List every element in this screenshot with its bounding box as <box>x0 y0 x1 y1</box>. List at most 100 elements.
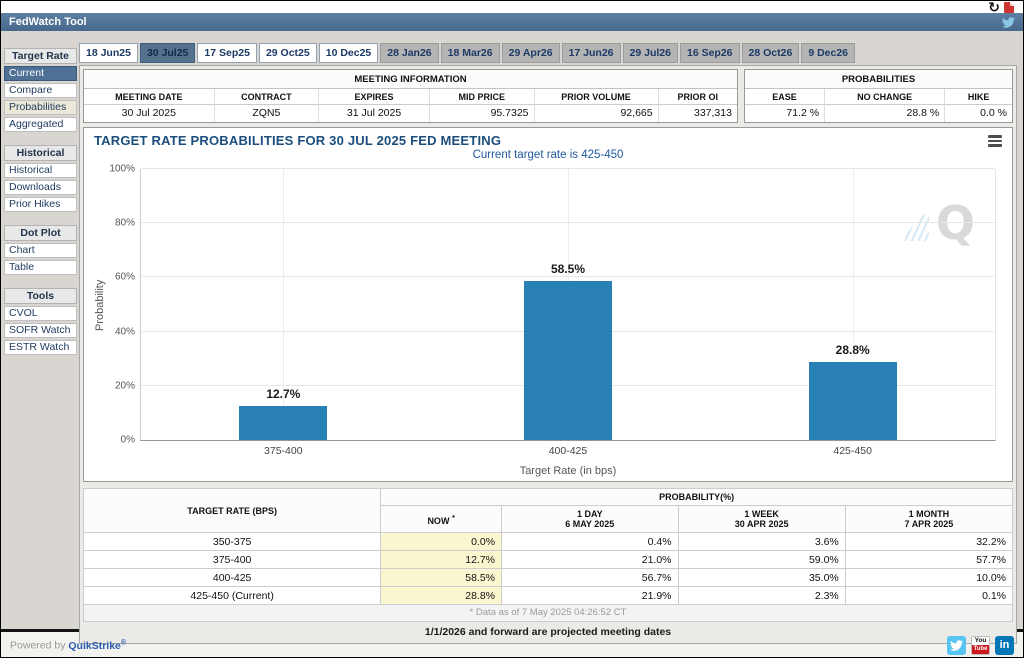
bar-value-label-425-450: 28.8% <box>835 342 870 357</box>
prob-header-1: NO CHANGE <box>825 89 946 105</box>
sidebar-item-aggregated[interactable]: Aggregated <box>4 117 77 132</box>
meeting-info-values: 30 Jul 2025 ZQN5 31 Jul 2025 95.7325 92,665 3… <box>84 105 737 122</box>
value-400-425-1: 58.5% <box>380 568 503 587</box>
meeting-info-headers: MEETING DATE CONTRACT EXPIRES MID PRICE PRIO… <box>84 89 737 105</box>
sidebar-item-prior-hikes[interactable]: Prior Hikes <box>4 197 77 212</box>
y-tick-60: 60% <box>114 271 135 283</box>
gridline-100 <box>141 168 995 169</box>
tab-30-jul25[interactable]: 30 Jul25 <box>139 43 196 63</box>
y-tick-80: 80% <box>114 217 135 229</box>
sidebar-item-sofr-watch[interactable]: SOFR Watch <box>4 323 77 338</box>
powered-by-text: Powered by <box>10 639 66 652</box>
linkedin-icon[interactable]: in <box>995 636 1014 655</box>
title-bar: FedWatch Tool <box>1 13 1023 31</box>
probability-group-header: PROBABILITY(%) <box>380 488 1013 506</box>
chart-title: TARGET RATE PROBABILITIES FOR 30 JUL 202… <box>94 133 502 148</box>
tab-29-jul26[interactable]: 29 Jul26 <box>622 43 678 63</box>
sidebar-item-current[interactable]: Current <box>4 66 77 81</box>
sidebar-header-tools: Tools <box>4 288 77 304</box>
twitter-icon[interactable] <box>1002 16 1015 29</box>
value-425-450-current-2: 21.9% <box>501 586 679 605</box>
refresh-icon[interactable]: ↻ <box>988 0 1000 16</box>
y-axis-label: Probability <box>94 279 106 331</box>
rate-425-450-current-0: 425-450 (Current) <box>82 586 382 605</box>
youtube-icon[interactable]: You Tube <box>971 636 990 655</box>
bar-400-425[interactable] <box>523 281 612 440</box>
sidebar-item-chart[interactable]: Chart <box>4 243 77 258</box>
y-tick-20: 20% <box>114 380 135 392</box>
probabilities-summary-table: PROBABILITIES EASE NO CHANGE HIKE 71.2 % 28… <box>744 69 1013 123</box>
tab-28-jan26[interactable]: 28 Jan26 <box>380 43 439 63</box>
powered-by: Powered by QuikStrike® <box>10 639 947 652</box>
tab-29-apr26[interactable]: 29 Apr26 <box>501 43 560 63</box>
vertical-gridline-375-400 <box>283 169 285 440</box>
social-icons: You Tube in <box>947 636 1014 655</box>
meeting-header-3: MID PRICE <box>430 89 535 105</box>
meeting-header-0: MEETING DATE <box>84 89 215 105</box>
tab-17-jun26[interactable]: 17 Jun26 <box>561 43 621 63</box>
chart-menu-icon[interactable] <box>988 134 1002 147</box>
chart-area: Q 0% 20% 40% 60% 80% 100% 12.7% 375-400 58.5% 400… <box>109 164 996 477</box>
data-as-of-note: * Data as of 7 May 2025 04:26:52 CT <box>83 604 1013 622</box>
rate-column-header: TARGET RATE (BPS) <box>82 488 382 533</box>
sidebar-item-downloads[interactable]: Downloads <box>4 180 77 195</box>
subheader-now: NOW * <box>380 505 503 533</box>
tab-28-oct26[interactable]: 28 Oct26 <box>741 43 800 63</box>
prob-value-2: 0.0 % <box>980 107 1007 119</box>
pdf-icon[interactable] <box>1004 1 1014 13</box>
value-350-375-1: 0.0% <box>380 532 503 551</box>
info-row: MEETING INFORMATION MEETING DATE CONTRACT… <box>83 69 1013 123</box>
meeting-value-0: 30 Jul 2025 <box>84 105 215 122</box>
prob-header-0: EASE <box>745 89 826 105</box>
value-350-375-2: 0.4% <box>501 532 679 551</box>
x-tick-375-400: 375-400 <box>264 445 303 457</box>
probabilities-headers: EASE NO CHANGE HIKE <box>745 89 1012 105</box>
sidebar-item-probabilities[interactable]: Probabilities <box>4 100 77 115</box>
sidebar-section-dot-plot: Dot Plot Chart Table <box>4 225 77 275</box>
tab-17-sep25[interactable]: 17 Sep25 <box>197 43 257 63</box>
sidebar-item-estr-watch[interactable]: ESTR Watch <box>4 340 77 355</box>
main-area: 18 Jun25 30 Jul25 17 Sep25 29 Oct25 10 Dec25… <box>79 43 1017 644</box>
prob-value-0: 71.2 % <box>745 105 826 122</box>
sidebar-item-table[interactable]: Table <box>4 260 77 275</box>
tab-29-oct25[interactable]: 29 Oct25 <box>258 43 317 63</box>
table-row-350-375: 350-375 0.0% 0.4% 3.6% 32.2% <box>82 532 1014 551</box>
chart-subtitle: Current target rate is 425-450 <box>472 149 624 161</box>
bar-375-400[interactable] <box>239 405 328 440</box>
tab-10-dec25[interactable]: 10 Dec25 <box>318 43 379 63</box>
meeting-header-4: PRIOR VOLUME <box>534 89 659 105</box>
meeting-header-5: PRIOR OI <box>658 89 737 105</box>
probabilities-values: 71.2 % 28.8 % 0.0 % <box>745 105 1012 122</box>
sidebar-item-cvol[interactable]: CVOL <box>4 306 77 321</box>
quikstrike-link[interactable]: QuikStrike® <box>68 639 127 652</box>
value-400-425-2: 56.7% <box>501 568 679 587</box>
bar-425-450[interactable] <box>808 361 897 440</box>
meeting-value-5: 337,313 <box>693 107 732 119</box>
vertical-gridline-425-450 <box>852 169 854 440</box>
meeting-information-table: MEETING INFORMATION MEETING DATE CONTRACT… <box>83 69 738 123</box>
tab-16-sep26[interactable]: 16 Sep26 <box>679 43 740 63</box>
sidebar-item-compare[interactable]: Compare <box>4 83 77 98</box>
sidebar-item-historical[interactable]: Historical <box>4 163 77 178</box>
value-375-400-4: 57.7% <box>844 550 1014 569</box>
prob-header-2: HIKE <box>945 89 1012 105</box>
category-column-400-425: 58.5% 400-425 <box>426 169 711 457</box>
value-400-425-4: 10.0% <box>844 568 1014 587</box>
twitter-icon[interactable] <box>947 636 966 655</box>
subheader-1-day: 1 DAY 6 MAY 2025 <box>501 505 679 533</box>
sidebar: Target Rate Current Compare Probabilities Ag… <box>1 43 79 629</box>
tab-9-dec26[interactable]: 9 Dec26 <box>801 43 856 63</box>
meeting-header-2: EXPIRES <box>319 89 431 105</box>
category-column-425-450: 28.8% 425-450 <box>710 169 995 457</box>
y-tick-100: 100% <box>109 163 135 175</box>
content-panel: MEETING INFORMATION MEETING DATE CONTRACT… <box>79 65 1017 644</box>
tab-18-jun25[interactable]: 18 Jun25 <box>79 43 138 63</box>
sidebar-section-tools: Tools CVOL SOFR Watch ESTR Watch <box>4 288 77 355</box>
subheader-1-week: 1 WEEK 30 APR 2025 <box>677 505 846 533</box>
value-375-400-3: 59.0% <box>677 550 846 569</box>
tab-18-mar26[interactable]: 18 Mar26 <box>440 43 500 63</box>
x-axis-label: Target Rate (in bps) <box>519 465 617 477</box>
chart-body: Probability Q 0% 20% 40% 60% 80% 100% 12.7% 375… <box>94 164 1002 477</box>
meeting-value-4: 92,665 <box>535 105 659 122</box>
value-425-450-current-3: 2.3% <box>677 586 846 605</box>
